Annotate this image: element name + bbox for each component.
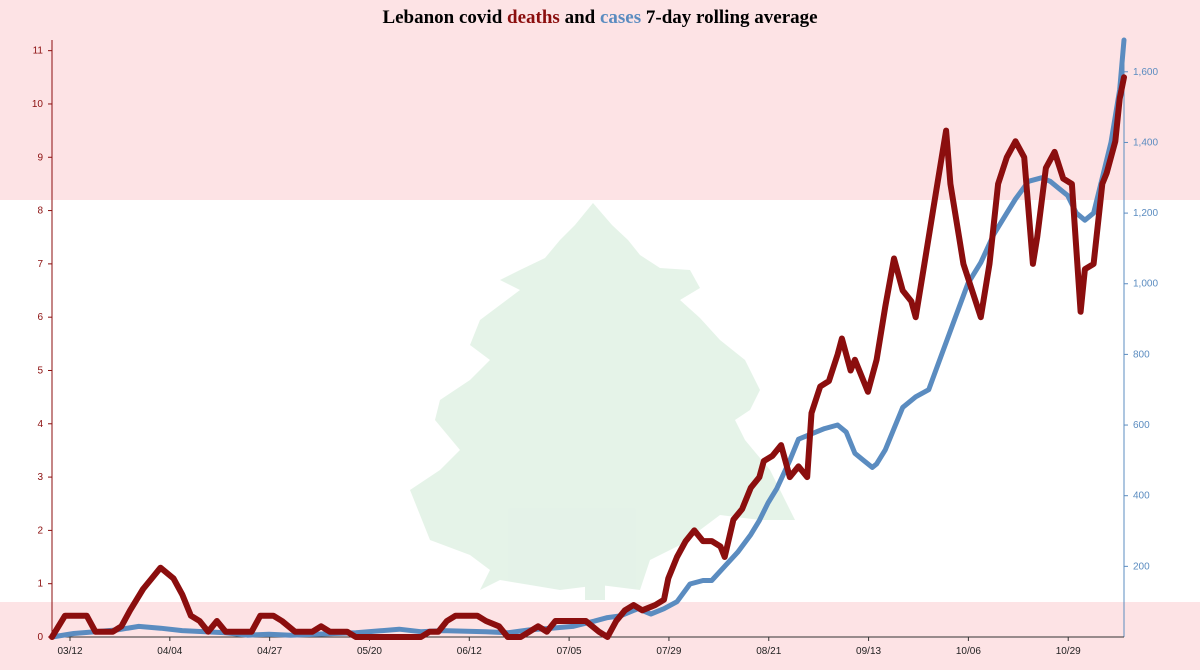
left-tick-label: 6 (37, 312, 43, 323)
cedar-tree-emblem (410, 203, 795, 600)
left-tick-label: 0 (37, 632, 43, 643)
title-deaths-word: deaths (507, 7, 560, 28)
x-tick-label: 07/29 (656, 646, 681, 657)
left-tick-label: 5 (37, 365, 43, 376)
x-tick-label: 10/29 (1056, 646, 1081, 657)
right-axis-ticks: 200 400 600 800 1,000 1,200 1,400 1,600 (1124, 67, 1158, 572)
right-tick-label: 1,000 (1133, 279, 1158, 290)
x-tick-label: 04/27 (257, 646, 282, 657)
right-tick-label: 600 (1133, 420, 1150, 431)
title-part-1: Lebanon covid (382, 7, 508, 28)
right-tick-label: 1,400 (1133, 137, 1158, 148)
right-tick-label: 1,600 (1133, 67, 1158, 78)
left-tick-label: 9 (37, 152, 43, 163)
series-deaths-line (49, 74, 1127, 640)
chart-title: Lebanon covid deaths and cases 7-day rol… (0, 7, 1200, 29)
x-tick-label: 06/12 (457, 646, 482, 657)
x-tick-label: 07/05 (557, 646, 582, 657)
left-axis-ticks: 0 1 2 3 4 5 6 7 8 9 10 11 (32, 46, 52, 643)
right-tick-label: 1,200 (1133, 208, 1158, 219)
left-tick-label: 7 (37, 259, 43, 270)
left-tick-label: 10 (32, 99, 44, 110)
right-tick-label: 400 (1133, 491, 1150, 502)
title-cases-word: cases (599, 7, 642, 28)
x-tick-label: 04/04 (157, 646, 182, 657)
x-axis-ticks: 03/12 04/04 04/27 05/20 06/12 07/05 07/29 08/21… (57, 637, 1081, 657)
flag-bottom-band (0, 602, 1200, 670)
x-tick-label: 03/12 (57, 646, 82, 657)
title-part-3: 7-day rolling average (641, 7, 818, 28)
left-tick-label: 1 (37, 579, 43, 590)
left-tick-label: 4 (37, 419, 43, 430)
left-tick-label: 11 (33, 46, 44, 57)
left-tick-label: 2 (37, 525, 43, 536)
title-part-2: and (559, 7, 600, 28)
left-tick-label: 8 (37, 206, 43, 217)
left-tick-label: 3 (37, 472, 43, 483)
x-tick-label: 05/20 (357, 646, 382, 657)
x-tick-label: 09/13 (856, 646, 881, 657)
x-tick-label: 08/21 (756, 646, 781, 657)
flag-top-band (0, 0, 1200, 200)
x-tick-label: 10/06 (956, 646, 981, 657)
right-tick-label: 200 (1133, 561, 1150, 572)
right-tick-label: 800 (1133, 349, 1150, 360)
